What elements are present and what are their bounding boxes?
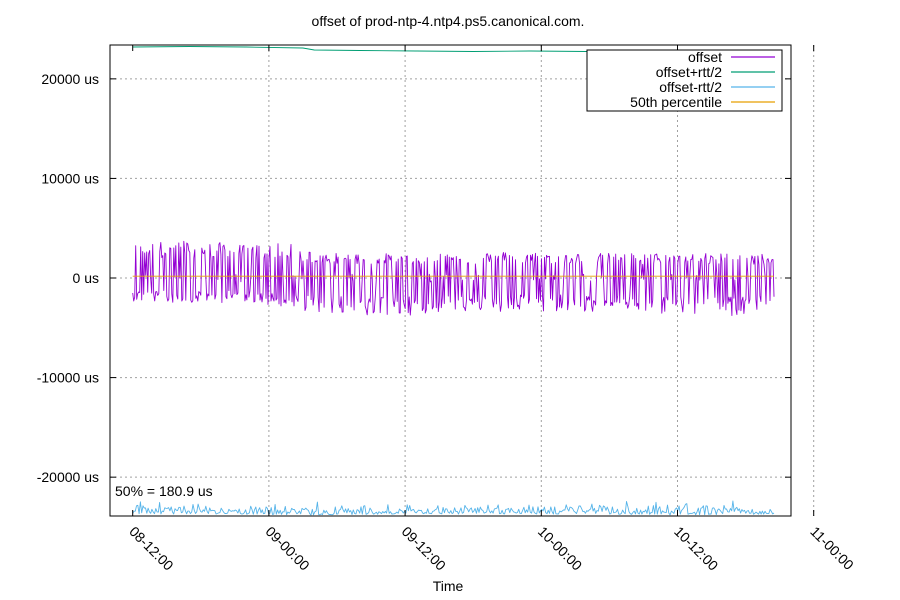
plot-frame [109,44,792,517]
legend-box [586,49,783,112]
y-tick-label: 10000 us [41,170,99,186]
legend-label: offset+rtt/2 [656,64,722,80]
y-tick-label: 20000 us [41,71,99,87]
x-tick-label: 08-12:00 [126,523,177,574]
legend-label: offset [688,49,722,65]
x-axis: 08-12:00 09-00:00 09-12:00 10-00:00 10-12:00… [126,45,857,574]
legend-label: 50th percentile [630,94,722,110]
x-axis-label: Time [433,578,464,594]
x-tick-label: 11-00:00 [807,523,857,573]
x-tick-label: 09-00:00 [262,523,313,574]
series-line-offset [132,240,775,316]
y-tick-label: 0 us [73,270,99,286]
chart-title: offset of prod-ntp-4.ntp4.ps5.canonical.… [312,13,585,29]
y-tick-label: -10000 us [37,370,99,386]
y-tick-label: -20000 us [37,469,99,485]
x-tick-label: 09-12:00 [399,523,450,574]
median-annotation: 50% = 180.9 us [115,483,213,499]
x-tick-label: 10-12:00 [671,523,722,574]
y-axis: 20000 us 10000 us 0 us -10000 us -20000 us [37,71,791,485]
x-tick-label: 10-00:00 [535,523,586,574]
series-line-offset-rtt-2 [132,500,775,516]
legend-label: offset-rtt/2 [659,79,722,95]
